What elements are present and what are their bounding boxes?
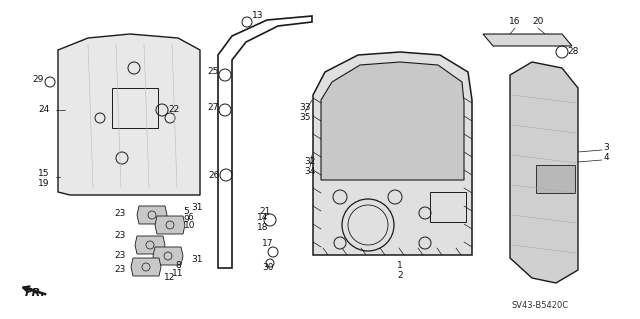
Polygon shape (153, 247, 183, 265)
Text: 26: 26 (208, 170, 220, 180)
Text: 1: 1 (397, 261, 403, 270)
Text: 25: 25 (207, 68, 219, 77)
Text: 5: 5 (183, 207, 189, 217)
Text: 24: 24 (38, 106, 50, 115)
Polygon shape (155, 216, 185, 234)
Text: 29: 29 (32, 76, 44, 85)
Polygon shape (510, 62, 578, 283)
Text: 20: 20 (532, 18, 544, 26)
Text: 32: 32 (304, 158, 316, 167)
Text: 23: 23 (115, 231, 125, 240)
Text: 10: 10 (184, 220, 196, 229)
Text: 14: 14 (257, 213, 269, 222)
Text: 23: 23 (115, 265, 125, 275)
Text: 28: 28 (567, 48, 579, 56)
Polygon shape (137, 206, 167, 224)
Text: 34: 34 (304, 167, 316, 176)
Text: 11: 11 (172, 269, 184, 278)
Text: 31: 31 (191, 204, 203, 212)
Text: 2: 2 (397, 271, 403, 279)
Text: 16: 16 (509, 18, 521, 26)
Polygon shape (483, 34, 572, 46)
Text: 19: 19 (38, 179, 50, 188)
Text: 21: 21 (259, 207, 271, 217)
Text: 18: 18 (257, 224, 269, 233)
Text: 4: 4 (603, 153, 609, 162)
Text: 23: 23 (115, 210, 125, 219)
Text: 35: 35 (300, 114, 311, 122)
Text: 13: 13 (252, 11, 264, 20)
Polygon shape (313, 52, 472, 255)
Text: FR.: FR. (25, 288, 45, 298)
Text: 33: 33 (300, 103, 311, 113)
Text: 30: 30 (262, 263, 274, 272)
Text: 6: 6 (187, 212, 193, 221)
Text: SV43-B5420C: SV43-B5420C (511, 300, 568, 309)
Polygon shape (131, 258, 161, 276)
Text: 23: 23 (115, 250, 125, 259)
Text: 31: 31 (191, 256, 203, 264)
Text: 9: 9 (183, 216, 189, 225)
Polygon shape (58, 34, 200, 195)
Text: 27: 27 (207, 103, 219, 113)
Polygon shape (321, 62, 464, 180)
Text: 15: 15 (38, 168, 50, 177)
Polygon shape (536, 165, 575, 193)
Polygon shape (135, 236, 165, 254)
Text: 3: 3 (603, 144, 609, 152)
Text: 8: 8 (175, 261, 181, 270)
Text: 22: 22 (168, 106, 180, 115)
Text: 12: 12 (164, 273, 176, 283)
Text: 17: 17 (262, 240, 274, 249)
